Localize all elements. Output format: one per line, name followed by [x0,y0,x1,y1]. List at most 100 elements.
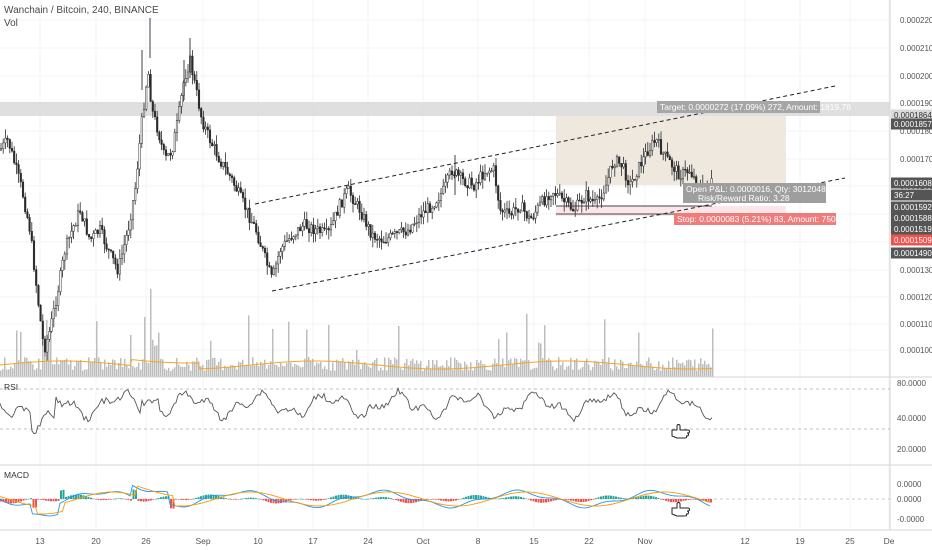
volume-bar [90,362,92,377]
macd-histogram-bar [455,499,457,501]
candle-body [398,229,401,233]
volume-bar [574,360,576,377]
candle-body [171,151,174,156]
volume-bar [40,369,42,377]
stop-zone [556,206,786,216]
candle-body [576,199,579,211]
rsi-tick-label: 40.0000 [897,414,926,423]
candle-body [692,176,696,178]
volume-bar [62,360,64,377]
volume-bar [422,370,424,377]
volume-bar [228,367,230,377]
macd-histogram-bar [170,499,172,509]
target-label-bg [657,101,820,113]
candle-body [96,229,99,234]
candle-body [424,210,427,214]
macd-histogram-bar [182,499,185,500]
candle-body [532,217,535,220]
volume-bar [188,364,190,377]
candle-body [244,197,247,210]
volume-bar [396,359,398,377]
volume-bar [478,362,480,377]
volume-bar [562,362,564,377]
macd-histogram-bar [565,499,567,500]
volume-bar [576,358,578,377]
volume-bar [520,358,522,377]
time-tick-label: De [884,536,895,546]
volume-bar [232,365,234,377]
macd-histogram-bar [62,489,65,499]
macd-title: MACD [4,470,29,480]
macd-histogram-bar [110,499,112,500]
macd-histogram-bar [32,499,35,508]
volume-bar [484,364,486,377]
macd-histogram-bar [282,499,285,503]
candle-body [681,168,685,180]
time-tick-label: 8 [476,536,481,546]
volume-bar [244,366,246,377]
target-label[interactable]: Target: 0.0000272 (17.09%) 272, Amount: … [657,101,851,113]
volume-bar [276,365,278,377]
macd-histogram-bar [632,497,635,499]
macd-histogram-bar [27,498,30,500]
candle-body [450,170,454,176]
volume-bar [322,368,324,377]
open-pnl-label[interactable]: Open P&L: 0.0000016, Qty: 30120481 Risk/… [683,183,831,203]
volume-bar [390,359,392,377]
volume-bar [710,367,712,377]
candle-body [259,242,262,247]
macd-histogram-bar [650,495,652,499]
macd-histogram-bar [157,497,160,499]
candle-body [290,238,293,240]
candle-body [558,192,561,195]
macd-histogram-bar [440,499,442,501]
candle-body [393,231,396,234]
candle-body [600,197,603,200]
macd-histogram-bar [107,499,110,500]
macd-histogram-bar [265,499,267,502]
candle-body [4,137,7,144]
candle-body [279,251,282,257]
macd-histogram-bar [425,499,427,500]
candle-body [57,291,60,306]
candle-body [657,139,660,141]
candle-body [261,246,264,249]
volume-bar [536,367,538,377]
candle-body [101,225,104,230]
volume-bar [234,366,236,377]
time-axis[interactable]: 13 20 26 Sep 10 17 24 Oct 8 15 22 Nov 12 19 25 De [35,536,894,546]
macd-histogram-bar [330,497,332,499]
stop-label[interactable]: Stop: 0.0000083 (5.21%) 83, Amount: 750 [674,213,836,225]
candle-body [178,106,181,121]
volume-bar [266,368,268,377]
candle-body [239,187,242,193]
volume-bar [442,365,444,377]
volume-bar [490,370,492,377]
volume-bar [678,363,680,377]
candle-body [406,229,410,236]
candle-body [541,196,544,203]
candle-body [294,234,297,237]
candle-body [659,139,663,155]
volume-bar [702,364,704,377]
price-badge-label: 0.0001509 [894,236,932,245]
candle-body [547,196,550,201]
volume-bar [10,366,12,377]
volume-bar [670,369,672,377]
macd-histogram-bar [120,498,122,499]
volume-bar [184,366,186,377]
macd-histogram-bar [392,499,395,500]
volume-bar [324,366,326,377]
candle-body [565,197,568,203]
volume-bar [268,365,270,377]
macd-line [0,484,711,517]
candle-body [358,200,361,213]
volume-bar [438,366,440,377]
candle-body [301,226,304,232]
candle-body [252,221,256,224]
candle-body [336,211,339,216]
macd-histogram-bar [367,498,370,500]
candle-body [116,263,119,275]
